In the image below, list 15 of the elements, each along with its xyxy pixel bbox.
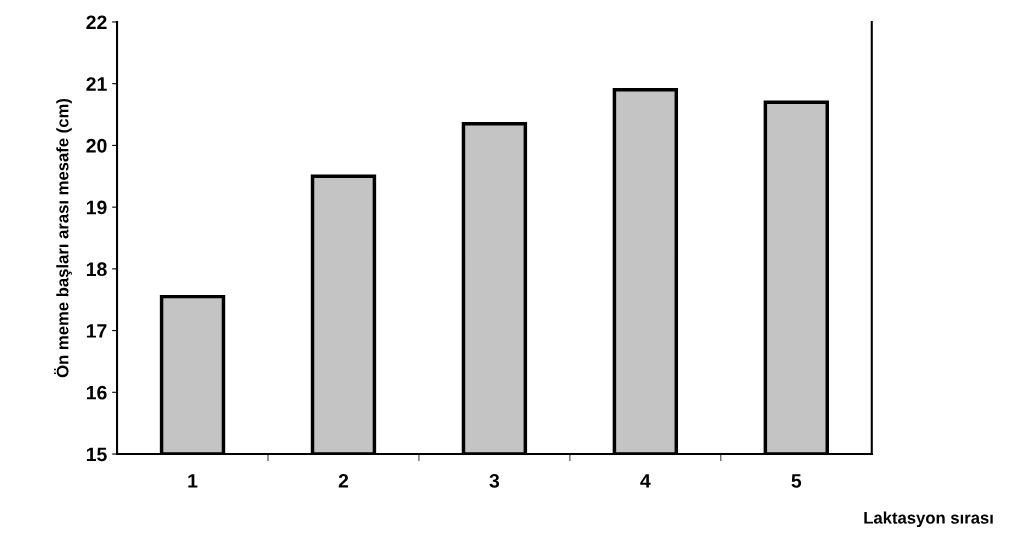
y-tick-label: 18 [86,262,107,277]
y-tick-label: 19 [86,200,107,215]
y-tick-label: 22 [86,15,107,30]
y-tick-label: 21 [86,77,107,91]
x-tick-label: 5 [791,474,802,488]
x-axis-title: Laktasyon sırası [864,511,993,528]
x-tick-label: 3 [489,473,500,488]
x-tick-label: 4 [640,474,651,488]
y-axis-title: Ön meme başları arası mesafe (cm) [54,98,72,378]
x-tick-label: 1 [188,474,198,488]
y-tick-label: 16 [86,385,107,400]
y-tick-label: 20 [86,138,107,153]
y-tick-label: 17 [86,324,107,338]
y-tick-label: 15 [86,447,107,462]
x-tick-label: 2 [338,473,349,488]
